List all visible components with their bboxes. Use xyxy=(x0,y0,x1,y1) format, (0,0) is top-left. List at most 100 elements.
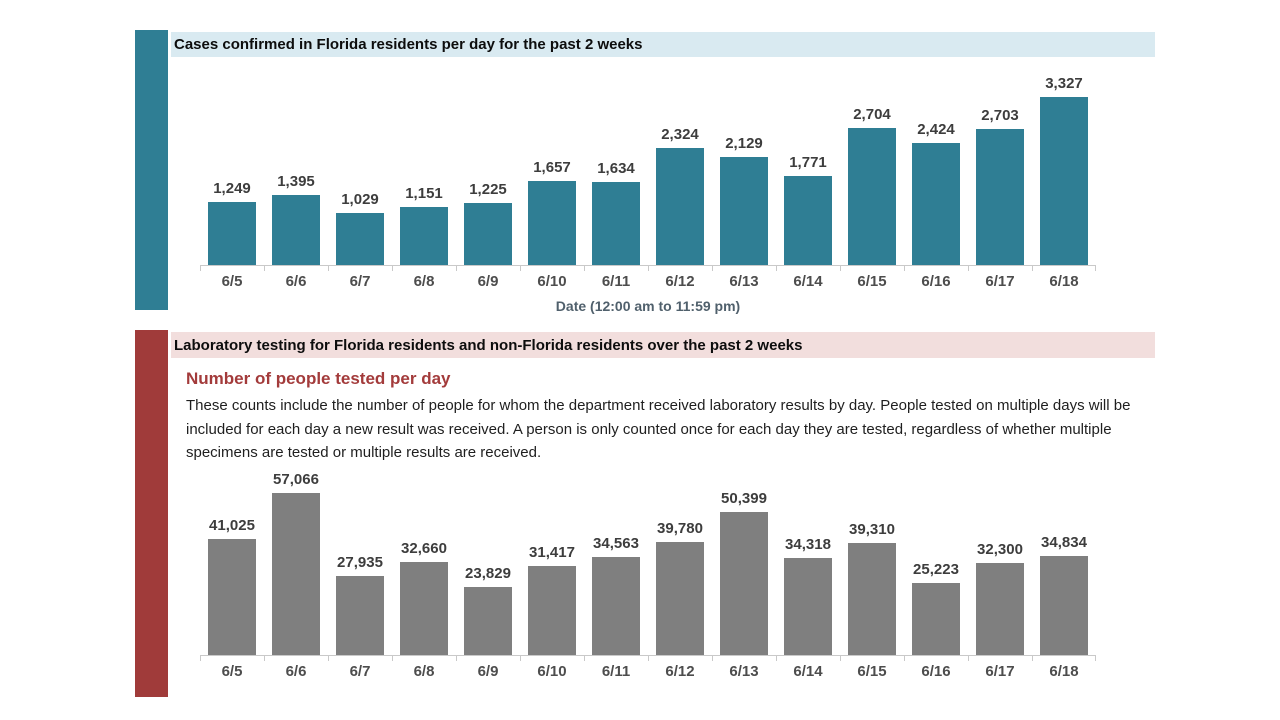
category-label: 6/16 xyxy=(921,663,951,680)
axis-tick xyxy=(712,656,776,661)
axis-tick xyxy=(264,656,328,661)
bar-column: 2,704 xyxy=(840,106,904,265)
bar xyxy=(400,562,448,655)
bar-column: 1,029 xyxy=(328,191,392,265)
bar-column: 34,563 xyxy=(584,535,648,655)
bar-column: 23,829 xyxy=(456,565,520,655)
bar xyxy=(336,576,384,655)
testing-description: These counts include the number of peopl… xyxy=(186,397,1131,461)
axis-tick xyxy=(968,656,1032,661)
bar xyxy=(656,148,704,265)
value-label: 3,327 xyxy=(1045,75,1083,92)
bar xyxy=(784,176,832,265)
axis-tick xyxy=(776,656,840,661)
bar-column: 25,223 xyxy=(904,561,968,655)
bar-column: 1,249 xyxy=(200,180,264,265)
bar xyxy=(912,143,960,265)
bar xyxy=(848,128,896,265)
bar xyxy=(1040,556,1088,655)
value-label: 34,563 xyxy=(593,535,639,552)
cases-section-header-text: Cases confirmed in Florida residents per… xyxy=(174,36,643,53)
axis-tick xyxy=(840,656,904,661)
bar xyxy=(464,203,512,265)
category-label: 6/17 xyxy=(985,273,1015,290)
category-label: 6/11 xyxy=(601,663,631,680)
value-label: 32,660 xyxy=(401,540,447,557)
category-label: 6/13 xyxy=(729,663,759,680)
x-axis-ticks xyxy=(200,656,1096,661)
category-label: 6/15 xyxy=(857,663,887,680)
cases-bar-chart: 1,249 1,395 1,029 1,151 1,225 1,657 1,634 2,324… xyxy=(200,60,1096,314)
axis-tick xyxy=(392,656,456,661)
bar xyxy=(976,129,1024,265)
bar-column: 1,395 xyxy=(264,173,328,265)
category-label: 6/7 xyxy=(349,663,371,680)
axis-tick xyxy=(712,266,776,271)
axis-tick xyxy=(840,266,904,271)
cases-accent-bar xyxy=(135,30,168,310)
bar-column: 1,771 xyxy=(776,154,840,265)
bar-column: 1,225 xyxy=(456,181,520,265)
axis-tick xyxy=(328,656,392,661)
bar-column: 1,634 xyxy=(584,160,648,265)
category-label: 6/12 xyxy=(665,273,695,290)
axis-tick xyxy=(520,266,584,271)
value-label: 57,066 xyxy=(273,471,319,488)
bar xyxy=(976,563,1024,655)
bar-column: 39,310 xyxy=(840,521,904,655)
bar xyxy=(784,558,832,655)
bar-column: 1,657 xyxy=(520,159,584,265)
value-label: 2,704 xyxy=(853,106,891,123)
bar-column: 2,129 xyxy=(712,135,776,265)
value-label: 23,829 xyxy=(465,565,511,582)
axis-tick xyxy=(392,266,456,271)
x-axis-title: Date (12:00 am to 11:59 pm) xyxy=(555,298,741,314)
bar-column: 3,327 xyxy=(1032,75,1096,265)
bar xyxy=(720,157,768,265)
axis-tick xyxy=(456,656,520,661)
bar-column: 2,324 xyxy=(648,126,712,265)
bar xyxy=(720,512,768,655)
axis-tick xyxy=(904,266,968,271)
bar-column: 2,424 xyxy=(904,121,968,265)
axis-tick xyxy=(200,656,264,661)
bar-column: 32,300 xyxy=(968,541,1032,655)
category-label: 6/18 xyxy=(1049,663,1079,680)
bar-column: 1,151 xyxy=(392,185,456,265)
category-label: 6/12 xyxy=(665,663,695,680)
x-axis-labels: 6/5 6/6 6/7 6/8 6/9 6/10 6/11 6/12 6/13 6/14 6/15 6… xyxy=(200,663,1096,680)
value-label: 39,310 xyxy=(849,521,895,538)
category-label: 6/14 xyxy=(793,273,823,290)
category-label: 6/17 xyxy=(985,663,1015,680)
axis-tick xyxy=(584,266,648,271)
axis-tick xyxy=(200,266,264,271)
testing-accent-bar xyxy=(135,330,168,697)
category-label: 6/7 xyxy=(349,273,371,290)
category-label: 6/10 xyxy=(537,273,567,290)
value-label: 1,657 xyxy=(533,159,571,176)
bar-column: 27,935 xyxy=(328,554,392,655)
axis-tick xyxy=(1032,266,1096,271)
testing-bar-chart: 41,025 57,066 27,935 32,660 23,829 31,417 34,5… xyxy=(200,466,1096,688)
value-label: 34,318 xyxy=(785,536,831,553)
value-label: 2,703 xyxy=(981,107,1019,124)
testing-subtitle: Number of people tested per day xyxy=(186,369,451,388)
bar xyxy=(400,207,448,265)
category-label: 6/16 xyxy=(921,273,951,290)
value-label: 2,324 xyxy=(661,126,699,143)
bar-column: 50,399 xyxy=(712,490,776,655)
value-label: 1,249 xyxy=(213,180,251,197)
testing-section-header-text: Laboratory testing for Florida residents… xyxy=(174,336,803,354)
value-label: 25,223 xyxy=(913,561,959,578)
value-label: 31,417 xyxy=(529,544,575,561)
axis-tick xyxy=(264,266,328,271)
bar-column: 34,834 xyxy=(1032,534,1096,655)
category-label: 6/6 xyxy=(285,663,307,680)
value-label: 1,634 xyxy=(597,160,635,177)
x-axis-labels: 6/5 6/6 6/7 6/8 6/9 6/10 6/11 6/12 6/13 6/14 6/15 6… xyxy=(200,273,1096,290)
bar xyxy=(1040,97,1088,265)
axis-tick xyxy=(968,266,1032,271)
category-label: 6/10 xyxy=(537,663,567,680)
axis-tick xyxy=(520,656,584,661)
bar-column: 34,318 xyxy=(776,536,840,655)
